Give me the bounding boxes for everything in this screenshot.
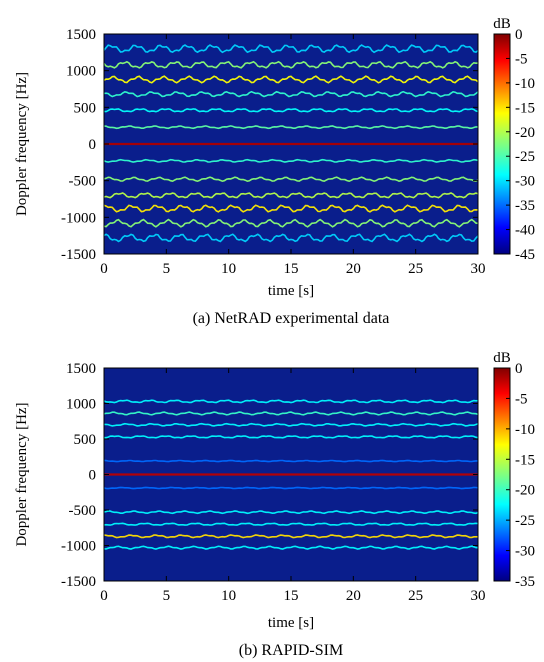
- x-tick-label: 5: [163, 588, 171, 604]
- x-tick-label: 15: [284, 588, 299, 604]
- y-tick-label: -1500: [61, 247, 96, 263]
- colorbar-tick-label: -25: [515, 149, 535, 165]
- x-tick-label: 0: [100, 588, 108, 604]
- spectral-band: [103, 411, 479, 416]
- spectrogram-panel-netrad: 0 5 10 15 20 25 30 1500 1000 500 0 -500 -1000 -1500 ti…: [14, 16, 535, 327]
- x-tick-label: 5: [163, 261, 171, 277]
- x-axis-label: time [s]: [268, 283, 314, 299]
- colorbar-tick-label: -35: [515, 198, 535, 214]
- colorbar: [493, 33, 511, 255]
- spectral-band: [103, 60, 479, 69]
- colorbar-tick-label: -15: [515, 100, 535, 116]
- spectral-band: [103, 204, 479, 213]
- x-axis-label: time [s]: [268, 615, 314, 631]
- colorbar-tick-label: -40: [515, 223, 535, 239]
- x-tick-label: 0: [100, 261, 108, 277]
- x-tick-label: 20: [346, 261, 361, 277]
- spectral-band: [103, 218, 479, 228]
- y-tick-label: 1500: [66, 361, 96, 377]
- spectral-band: [103, 510, 479, 515]
- x-tick-label: 15: [284, 261, 299, 277]
- colorbar-tick-label: 0: [515, 27, 523, 43]
- colorbar-label: dB: [493, 16, 511, 32]
- x-tick-label: 20: [346, 588, 361, 604]
- y-axis-label: Doppler frequency [Hz]: [14, 72, 30, 216]
- figure-caption: (b) RAPID-SIM: [239, 642, 343, 659]
- spectral-band: [103, 176, 479, 183]
- spectral-band: [103, 545, 479, 550]
- spectral-band: [103, 486, 479, 490]
- colorbar-tick-label: -45: [515, 247, 535, 263]
- y-tick-label: 1500: [66, 27, 96, 43]
- y-tick-label: -1000: [61, 210, 96, 226]
- y-tick-label: 1000: [66, 64, 96, 80]
- spectral-band: [103, 435, 479, 439]
- spectral-band: [103, 534, 478, 539]
- colorbar-tick-label: -30: [515, 174, 535, 190]
- colorbar-label: dB: [493, 350, 511, 366]
- spectral-band: [103, 108, 479, 113]
- colorbar-tick-label: -20: [515, 483, 535, 499]
- colorbar-tick-label: -30: [515, 544, 535, 560]
- colorbar-tick-label: -5: [515, 51, 528, 67]
- colorbar-tick-label: -10: [515, 422, 535, 438]
- spectral-band: [103, 158, 479, 163]
- y-tick-label: -1500: [61, 574, 96, 590]
- spectral-band: [103, 125, 478, 130]
- y-tick-label: -1000: [61, 539, 96, 555]
- colorbar-tick-label: -35: [515, 574, 535, 590]
- y-tick-label: 0: [89, 137, 97, 153]
- x-tick-label: 10: [221, 261, 236, 277]
- x-tick-label: 30: [471, 588, 486, 604]
- y-tick-label: 500: [74, 100, 97, 116]
- y-tick-label: 500: [74, 432, 97, 448]
- spectral-band: [104, 422, 479, 427]
- colorbar-tick-label: -20: [515, 125, 535, 141]
- x-tick-label: 10: [221, 588, 236, 604]
- spectral-band: [103, 44, 479, 54]
- spectral-band: [103, 192, 479, 199]
- x-tick-label: 30: [471, 261, 486, 277]
- y-tick-label: 0: [89, 468, 97, 484]
- y-tick-label: 1000: [66, 397, 96, 413]
- x-tick-label: 25: [408, 588, 423, 604]
- colorbar-tick-label: -25: [515, 513, 535, 529]
- x-tick-label: 25: [408, 261, 423, 277]
- spectral-band: [103, 522, 479, 526]
- colorbar-tick-label: -5: [515, 391, 528, 407]
- colorbar-tick-label: 0: [515, 361, 523, 377]
- colorbar-tick-label: -15: [515, 452, 535, 468]
- y-tick-label: -500: [69, 503, 97, 519]
- colorbar: [493, 367, 511, 582]
- spectral-band: [103, 459, 478, 463]
- spectral-band: [103, 399, 479, 404]
- spectral-band: [103, 233, 479, 243]
- spectral-band: [103, 75, 479, 84]
- figure-caption: (a) NetRAD experimental data: [193, 310, 390, 327]
- y-axis-label: Doppler frequency [Hz]: [14, 402, 30, 546]
- spectrogram-panel-rapid-sim: 0 5 10 15 20 25 30 1500 1000 500 0 -500 -1000 -1500 ti…: [14, 350, 535, 659]
- colorbar-tick-label: -10: [515, 76, 535, 92]
- spectral-band: [103, 90, 479, 98]
- y-tick-label: -500: [69, 174, 97, 190]
